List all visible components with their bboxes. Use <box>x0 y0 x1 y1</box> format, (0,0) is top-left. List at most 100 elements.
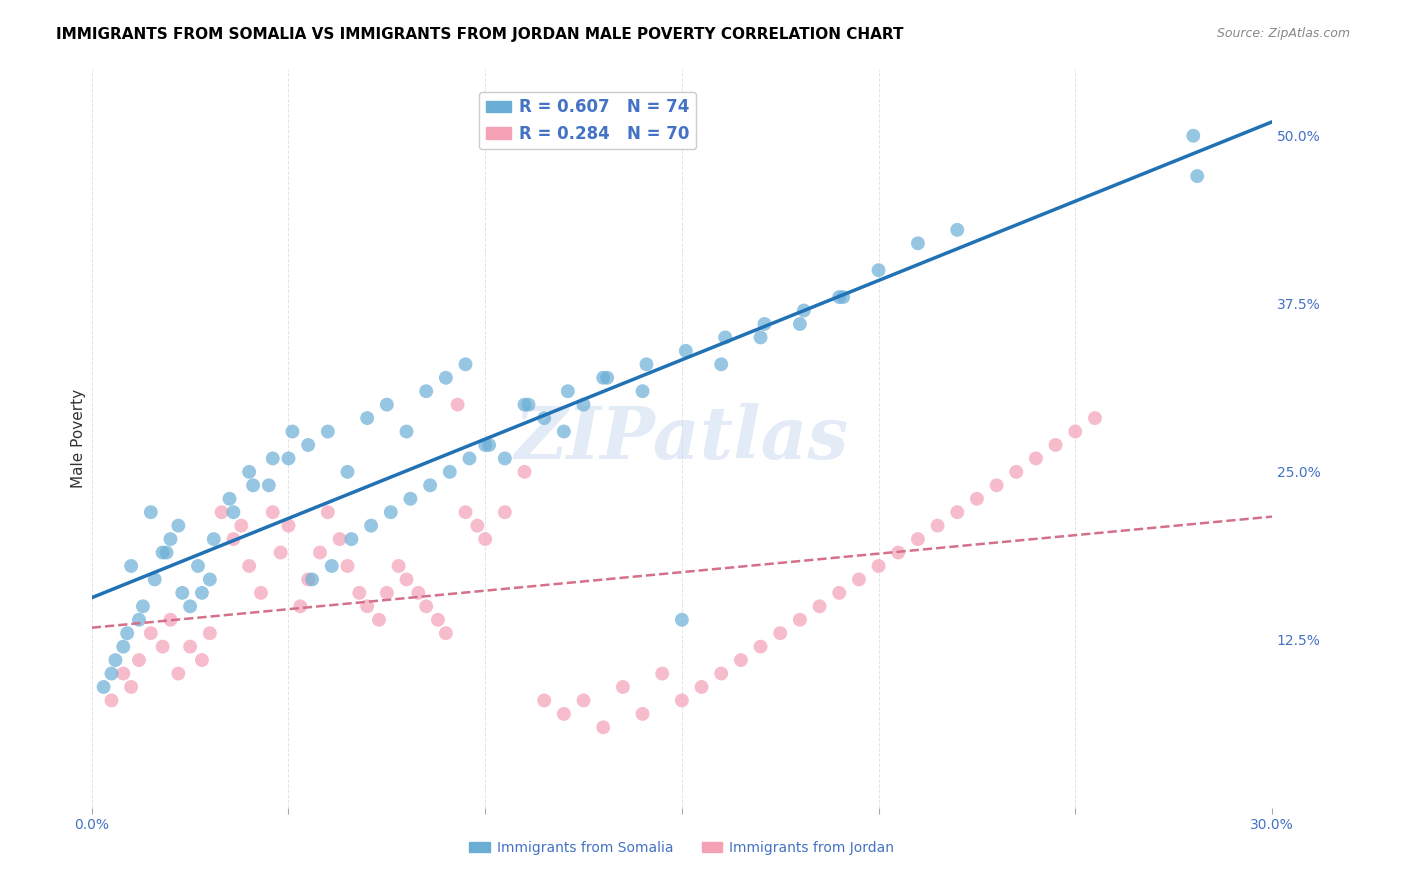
Point <box>262 505 284 519</box>
Text: ZIPatlas: ZIPatlas <box>515 403 849 474</box>
Point <box>1187 169 1209 183</box>
Point <box>238 465 260 479</box>
Point <box>868 263 890 277</box>
Point <box>675 343 697 358</box>
Point <box>533 411 555 425</box>
Point <box>808 599 831 614</box>
Point <box>631 384 654 399</box>
Point <box>572 693 595 707</box>
Point <box>927 518 949 533</box>
Point <box>368 613 391 627</box>
Point <box>907 236 929 251</box>
Point <box>257 478 280 492</box>
Point <box>446 398 468 412</box>
Point <box>553 425 575 439</box>
Point <box>596 370 619 384</box>
Point <box>494 505 516 519</box>
Point <box>399 491 422 506</box>
Point <box>167 518 190 533</box>
Point <box>218 491 240 506</box>
Point <box>297 573 319 587</box>
Point <box>553 706 575 721</box>
Point <box>375 398 398 412</box>
Point <box>907 532 929 546</box>
Point <box>651 666 673 681</box>
Point <box>270 545 292 559</box>
Point <box>868 559 890 574</box>
Point <box>986 478 1008 492</box>
Point <box>316 505 339 519</box>
Point <box>380 505 402 519</box>
Point <box>316 425 339 439</box>
Point <box>321 559 343 574</box>
Point <box>395 573 418 587</box>
Point <box>494 451 516 466</box>
Point <box>375 586 398 600</box>
Point <box>202 532 225 546</box>
Point <box>612 680 634 694</box>
Y-axis label: Male Poverty: Male Poverty <box>72 389 86 488</box>
Point <box>222 532 245 546</box>
Text: IMMIGRANTS FROM SOMALIA VS IMMIGRANTS FROM JORDAN MALE POVERTY CORRELATION CHART: IMMIGRANTS FROM SOMALIA VS IMMIGRANTS FR… <box>56 27 904 42</box>
Point <box>301 573 323 587</box>
Point <box>179 599 201 614</box>
Point <box>513 398 536 412</box>
Point <box>198 573 221 587</box>
Point <box>828 290 851 304</box>
Point <box>152 545 174 559</box>
Point <box>465 518 488 533</box>
Point <box>636 357 658 371</box>
Text: Source: ZipAtlas.com: Source: ZipAtlas.com <box>1216 27 1350 40</box>
Point <box>340 532 363 546</box>
Point <box>1084 411 1107 425</box>
Point <box>458 451 481 466</box>
Point <box>517 398 540 412</box>
Point <box>388 559 411 574</box>
Point <box>513 465 536 479</box>
Point <box>159 532 181 546</box>
Point <box>789 613 811 627</box>
Point <box>474 532 496 546</box>
Point <box>828 586 851 600</box>
Point <box>231 518 253 533</box>
Point <box>128 613 150 627</box>
Point <box>238 559 260 574</box>
Legend: R = 0.607   N = 74, R = 0.284   N = 70: R = 0.607 N = 74, R = 0.284 N = 70 <box>479 92 696 149</box>
Point <box>408 586 430 600</box>
Point <box>120 559 142 574</box>
Point <box>793 303 815 318</box>
Point <box>749 640 772 654</box>
Point <box>1005 465 1028 479</box>
Point <box>671 693 693 707</box>
Point <box>848 573 870 587</box>
Point <box>419 478 441 492</box>
Point <box>155 545 177 559</box>
Point <box>533 693 555 707</box>
Point <box>710 666 733 681</box>
Point <box>191 586 214 600</box>
Point <box>714 330 737 344</box>
Point <box>100 693 122 707</box>
Point <box>336 559 359 574</box>
Point <box>132 599 155 614</box>
Point <box>946 505 969 519</box>
Point <box>211 505 233 519</box>
Point <box>93 680 115 694</box>
Point <box>356 411 378 425</box>
Point <box>966 491 988 506</box>
Point <box>690 680 713 694</box>
Point <box>187 559 209 574</box>
Point <box>769 626 792 640</box>
Point <box>592 720 614 734</box>
Point <box>631 706 654 721</box>
Point <box>427 613 450 627</box>
Point <box>1025 451 1047 466</box>
Point <box>887 545 910 559</box>
Point <box>671 613 693 627</box>
Point <box>290 599 312 614</box>
Point <box>754 317 776 331</box>
Point <box>789 317 811 331</box>
Point <box>309 545 332 559</box>
Point <box>281 425 304 439</box>
Point <box>112 640 135 654</box>
